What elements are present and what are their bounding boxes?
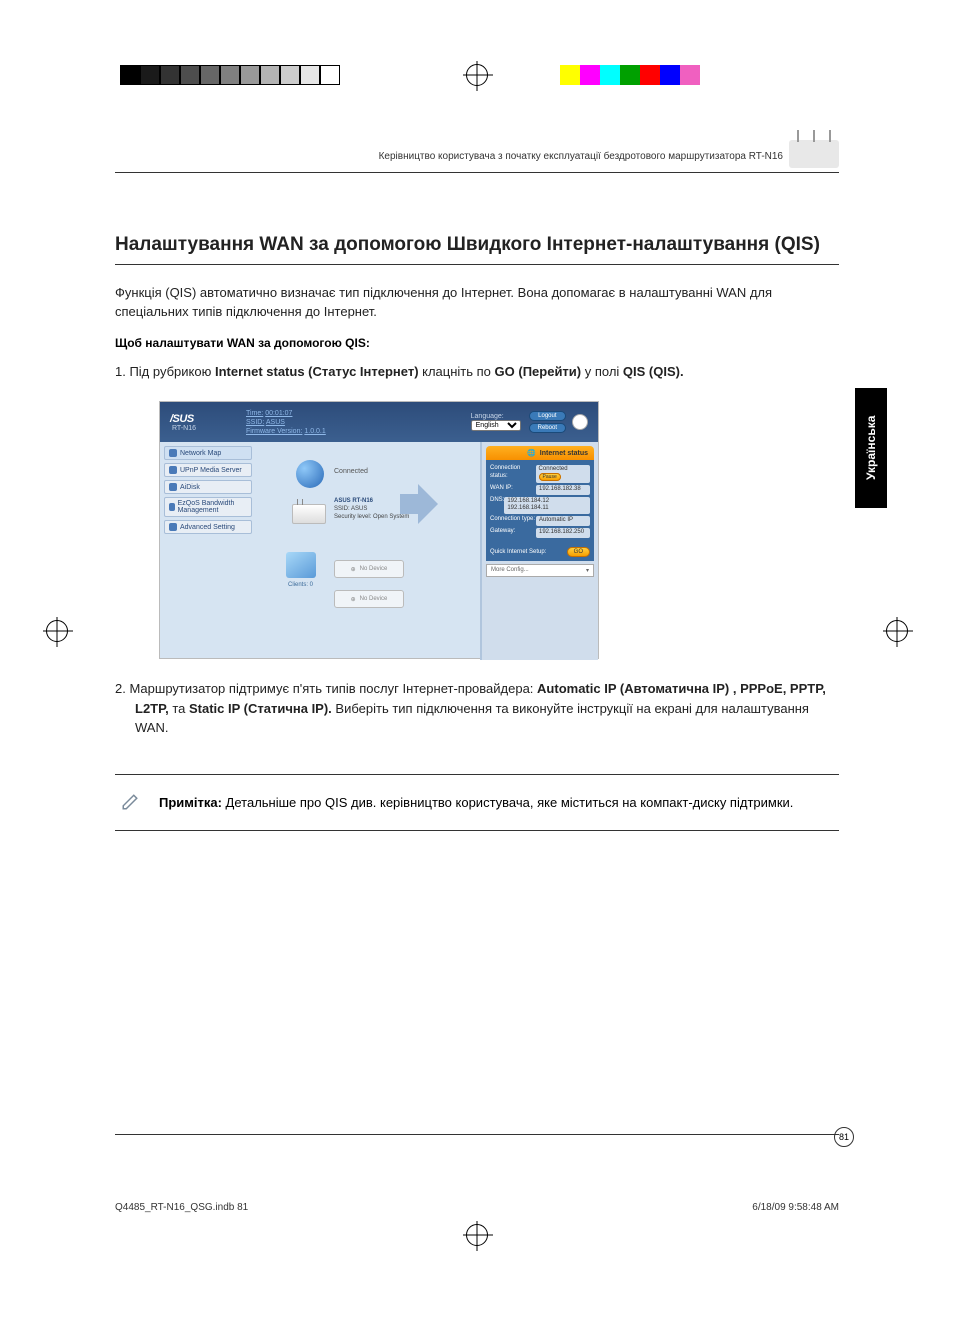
- slug-filename: Q4485_RT-N16_QSG.indb 81: [115, 1202, 248, 1213]
- internet-status-tab[interactable]: 🌐 Internet status: [486, 446, 594, 460]
- asus-logo: /SUS: [170, 413, 196, 425]
- status-row: WAN IP:192.168.182.38: [490, 484, 590, 496]
- printer-color-bar-left: [120, 65, 340, 85]
- sidebar-item[interactable]: Advanced Setting: [164, 520, 252, 534]
- pencil-icon: [121, 793, 139, 811]
- step-2: 2. Маршрутизатор підтримує п'ять типів п…: [115, 679, 839, 738]
- header-text: Керівництво користувача з початку експлу…: [379, 151, 783, 168]
- status-row: Gateway:192.168.182.250: [490, 527, 590, 539]
- sidebar-item[interactable]: AiDisk: [164, 480, 252, 494]
- content-area: Керівництво користувача з початку експлу…: [115, 140, 839, 831]
- connected-label: Connected: [334, 468, 368, 475]
- no-device-2: ⊕No Device: [334, 590, 404, 608]
- step-1: 1. Під рубрикою Internet status (Статус …: [115, 362, 839, 382]
- print-slug: Q4485_RT-N16_QSG.indb 81 6/18/09 9:58:48…: [115, 1202, 839, 1213]
- status-rows: Connection status:Connected PauseWAN IP:…: [486, 460, 594, 543]
- clients-label: Clients: 0: [288, 582, 313, 588]
- status-row: Connection type:Automatic IP: [490, 515, 590, 527]
- arrow-right-icon: [418, 484, 438, 524]
- language-select: Language: English: [471, 413, 521, 431]
- registration-mark-icon: [466, 64, 488, 86]
- note-box: Примітка: Детальніше про QIS див. керівн…: [115, 774, 839, 832]
- ss-header-info: Time: 00:01:07 SSID: ASUS Firmware Versi…: [246, 409, 326, 436]
- procedure-heading: Щоб налаштувати WAN за допомогою QIS:: [115, 336, 839, 350]
- header-buttons: Logout Reboot: [529, 411, 566, 433]
- model-label: RT-N16: [172, 425, 196, 432]
- registration-mark-icon: [886, 620, 908, 642]
- steps-list: 1. Під рубрикою Internet status (Статус …: [115, 362, 839, 382]
- slug-timestamp: 6/18/09 9:58:48 AM: [752, 1202, 839, 1213]
- intro-paragraph: Функція (QIS) автоматично визначає тип п…: [115, 283, 839, 322]
- title-rule: [115, 264, 839, 265]
- ss-body: Network Map UPnP Media Server AiDisk EzQoS …: [160, 442, 598, 660]
- router-device-icon[interactable]: [292, 504, 326, 524]
- clients-icon[interactable]: [286, 552, 316, 578]
- language-tab: Українська: [855, 388, 887, 508]
- page-header: Керівництво користувача з початку експлу…: [115, 140, 839, 173]
- no-device-1: ⊕No Device: [334, 560, 404, 578]
- steps-list-cont: 2. Маршрутизатор підтримує п'ять типів п…: [115, 679, 839, 738]
- footer-rule: [115, 1134, 839, 1135]
- router-icon: [789, 140, 839, 168]
- qis-row: Quick Internet Setup: GO: [486, 543, 594, 561]
- router-ui-screenshot: /SUS RT-N16 Time: 00:01:07 SSID: ASUS Fi…: [159, 401, 599, 659]
- reboot-button[interactable]: Reboot: [529, 423, 566, 433]
- registration-mark-icon: [46, 620, 68, 642]
- page-number: 81: [834, 1127, 854, 1147]
- ss-sidebar: Network Map UPnP Media Server AiDisk EzQoS …: [160, 442, 256, 660]
- logout-button[interactable]: Logout: [529, 411, 566, 421]
- sidebar-item[interactable]: UPnP Media Server: [164, 463, 252, 477]
- ss-status-panel: 🌐 Internet status Connection status:Conn…: [480, 442, 598, 660]
- sidebar-item[interactable]: EzQoS Bandwidth Management: [164, 497, 252, 517]
- printer-color-bar-right: [560, 65, 720, 85]
- more-config-dropdown[interactable]: More Config...▾: [486, 564, 594, 577]
- refresh-icon[interactable]: [572, 414, 588, 430]
- page: Керівництво користувача з початку експлу…: [0, 0, 954, 1325]
- language-dropdown[interactable]: English: [471, 420, 521, 431]
- registration-mark-icon: [466, 1224, 488, 1246]
- go-button[interactable]: GO: [567, 547, 590, 557]
- status-row: Connection status:Connected Pause: [490, 464, 590, 484]
- ss-header: /SUS RT-N16 Time: 00:01:07 SSID: ASUS Fi…: [160, 402, 598, 442]
- router-info: ASUS RT-N16 SSID: ASUS Security level: O…: [334, 498, 409, 521]
- page-title: Налаштування WAN за допомогою Швидкого І…: [115, 233, 839, 258]
- sidebar-item[interactable]: Network Map: [164, 446, 252, 460]
- ss-main-panel: Connected ASUS RT-N16 SSID: ASUS Securit…: [256, 442, 480, 660]
- globe-icon[interactable]: [296, 460, 324, 488]
- status-row: DNS:192.168.184.12 192.168.184.11: [490, 496, 590, 516]
